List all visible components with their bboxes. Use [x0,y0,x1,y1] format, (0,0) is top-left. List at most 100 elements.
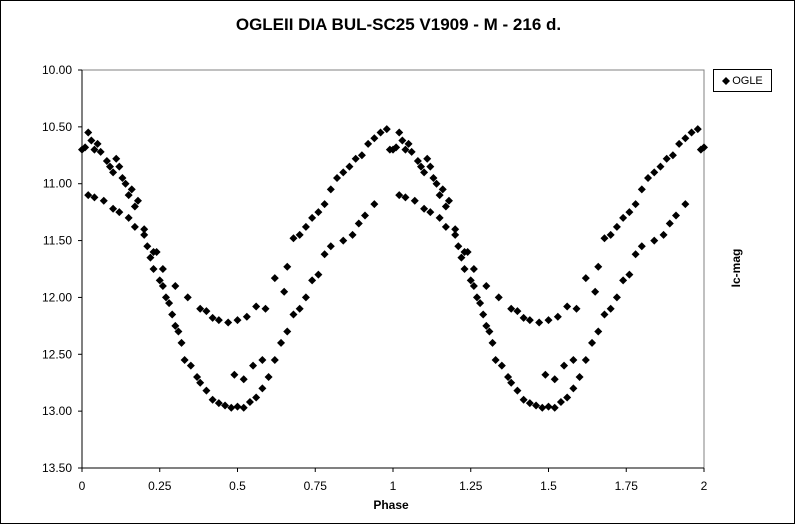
data-point [581,355,590,364]
data-point [420,168,429,177]
data-point [320,200,329,209]
data-point [208,395,217,404]
data-point [581,274,590,283]
data-point [416,162,425,171]
data-point [612,293,621,302]
data-point [174,327,183,336]
data-point [513,386,522,395]
data-point [270,355,279,364]
data-point [361,211,370,220]
data-point [133,196,142,205]
data-point [345,162,354,171]
data-point [230,370,239,379]
data-point [143,242,152,251]
data-point [700,143,708,152]
data-point [301,222,310,231]
legend: OGLE [713,69,772,92]
data-point [612,222,621,231]
data-point [451,225,460,234]
data-point [121,179,130,188]
data-point [482,282,491,291]
data-point [183,293,192,302]
y-tick-label: 12.00 [42,290,72,304]
data-point [410,196,419,205]
data-point [221,401,230,410]
data-point [556,398,565,407]
x-tick-label: 0.5 [229,479,246,493]
data-point [460,265,469,273]
data-point [224,318,233,327]
data-point [370,134,379,143]
data-point [339,236,348,245]
data-point [497,361,506,370]
data-point [320,250,329,259]
x-tick-label: 1.5 [540,479,557,493]
data-point [351,154,360,163]
data-point [146,253,155,262]
data-point [550,403,559,412]
data-point [420,204,429,213]
data-point [681,134,690,143]
data-point [158,265,167,273]
data-point [308,213,317,222]
x-tick-label: 1.75 [615,479,639,493]
data-point [130,222,139,231]
data-point [102,156,111,165]
data-point [619,276,628,285]
data-point [494,293,503,302]
data-point [441,202,450,211]
data-point [239,403,248,412]
y-tick-label: 13.50 [42,461,72,475]
data-point [233,316,242,325]
data-point [560,361,569,370]
data-point [398,136,407,145]
data-point [196,378,205,387]
data-point [140,230,149,239]
y-tick-label: 13.00 [42,404,72,418]
x-tick-label: 0 [79,479,86,493]
data-point [233,402,242,411]
data-point [376,128,385,137]
data-point [105,162,114,171]
data-point [594,262,603,271]
data-point [460,247,469,256]
data-point [535,318,544,327]
data-point [124,213,133,222]
data-point [242,312,251,321]
data-point [588,338,597,347]
data-point [550,375,559,384]
data-point [575,373,584,382]
data-point [432,179,441,188]
data-point [283,327,292,336]
data-point [333,174,342,183]
data-point [180,355,189,364]
data-point [115,208,124,217]
data-point [444,196,453,205]
data-point [84,191,93,200]
data-point [693,125,702,134]
data-point [569,355,578,364]
data-point [249,361,258,370]
y-tick-label: 10.50 [42,120,72,134]
data-point [401,145,410,154]
data-point [538,403,547,412]
data-point [631,250,640,259]
data-point [591,287,600,296]
data-point [264,373,273,382]
data-point [295,230,304,239]
data-point [479,310,488,319]
plot-area [81,69,705,469]
x-tick-label: 1.25 [459,479,483,493]
data-point [326,185,335,194]
data-point [488,338,497,347]
data-point [438,185,447,194]
data-point [413,156,422,165]
data-point [109,168,118,177]
data-point [404,139,413,148]
data-point [675,139,684,148]
data-point [93,139,102,148]
data-point [435,213,444,222]
data-point [544,402,553,411]
data-point [130,202,139,211]
